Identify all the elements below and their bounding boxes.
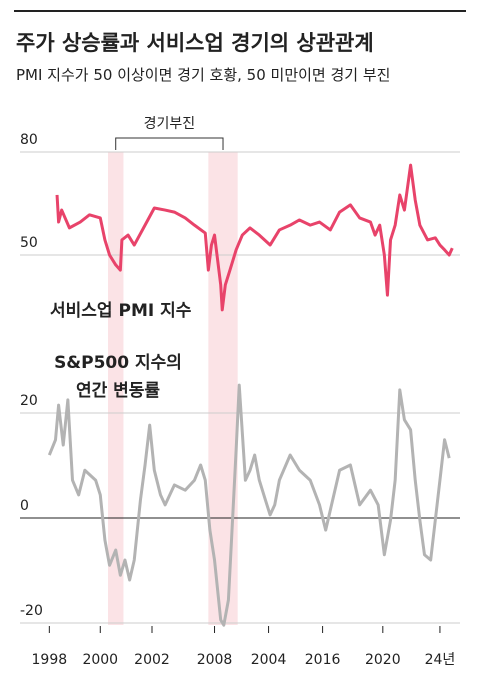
y-tick-label: 50 xyxy=(20,235,38,251)
data-line xyxy=(47,383,451,627)
x-tick-label: 2000 xyxy=(82,652,118,668)
x-tick-label: 2002 xyxy=(134,652,170,668)
x-tick-label: 24년 xyxy=(425,652,456,668)
y-tick-label: 80 xyxy=(20,132,38,148)
top-rule xyxy=(14,10,466,12)
y-tick-label: 0 xyxy=(20,498,29,514)
x-tick-label: 2008 xyxy=(197,652,233,668)
annotation: 경기부진 xyxy=(144,116,196,132)
series-label: 서비스업 PMI 지수 xyxy=(50,301,192,321)
x-tick-label: 1998 xyxy=(32,652,68,668)
y-tick-label: -20 xyxy=(20,603,43,619)
y-tick-label: 20 xyxy=(20,393,38,409)
chart-subtitle: PMI 지수가 50 이상이면 경기 호황, 50 미만이면 경기 부진 xyxy=(16,66,390,84)
series-label: S&P500 지수의 xyxy=(54,353,182,373)
data-line xyxy=(55,163,454,312)
series-label: 연간 변동률 xyxy=(76,381,160,401)
bracket xyxy=(115,137,224,150)
x-tick-label: 2004 xyxy=(251,652,287,668)
x-tick-label: 2016 xyxy=(305,652,341,668)
chart-title: 주가 상승률과 서비스업 경기의 상관관계 xyxy=(16,31,374,55)
x-tick-label: 2020 xyxy=(365,652,401,668)
